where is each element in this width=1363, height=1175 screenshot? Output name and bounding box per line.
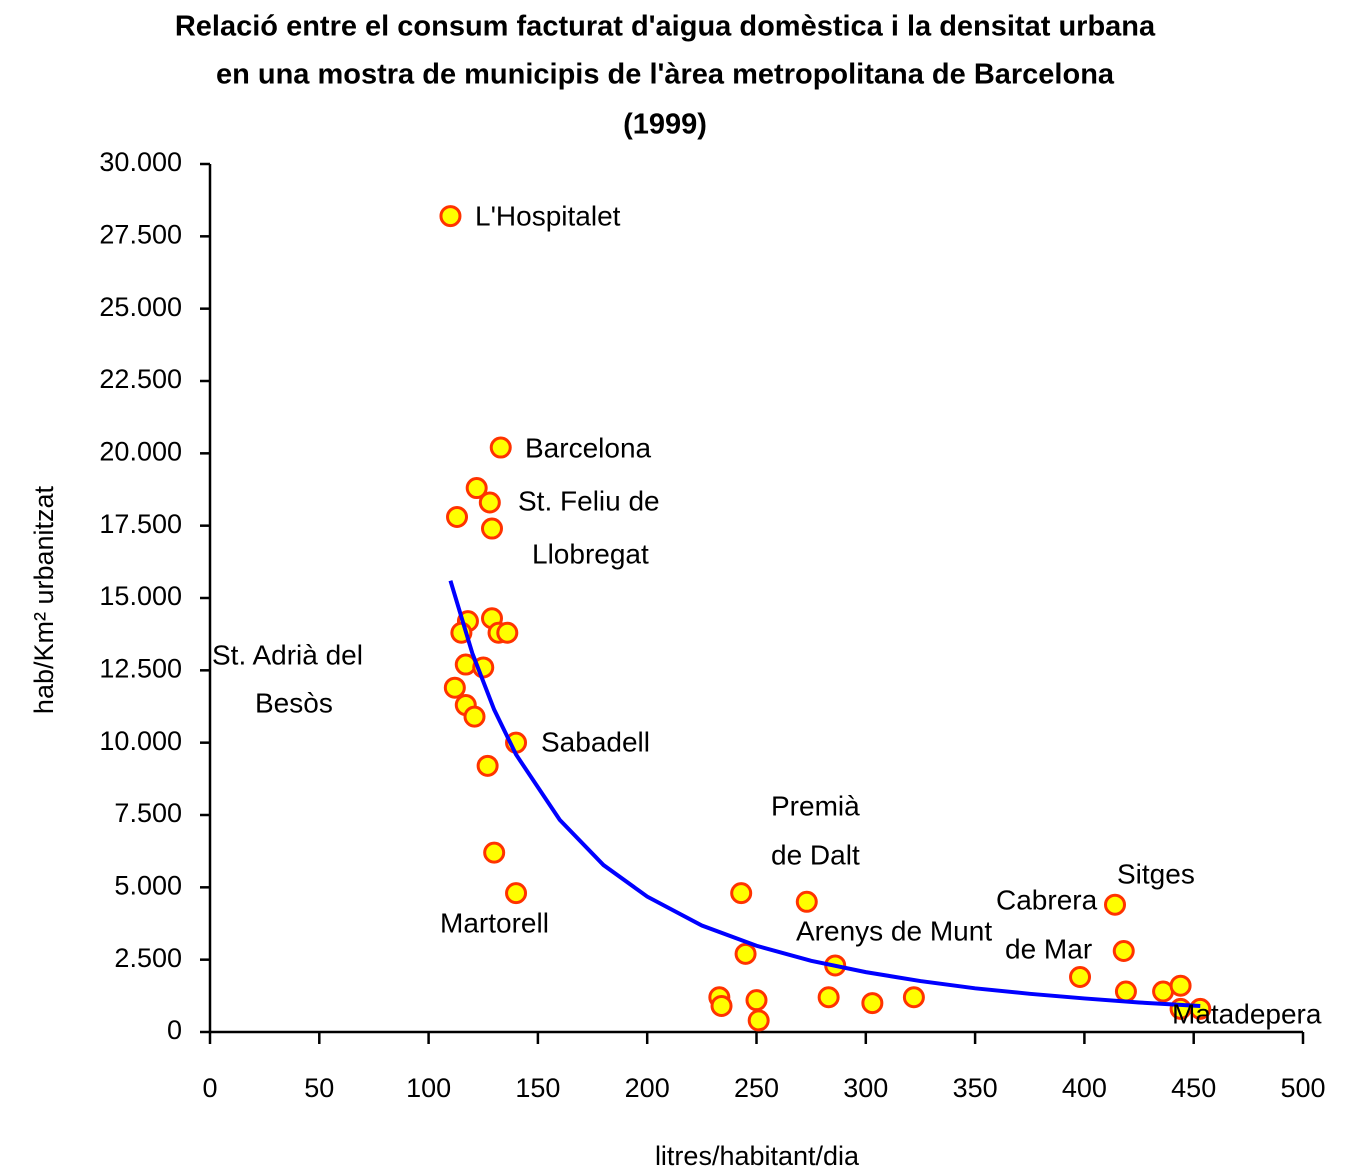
x-tick-label: 300 [843,1073,888,1103]
annotation: St. Adrià del [212,639,363,670]
annotation: Premià [771,790,860,821]
y-tick-label: 22.500 [99,364,182,394]
point [1114,980,1137,1003]
point [861,992,884,1015]
point [483,841,506,864]
x-tick-label: 200 [625,1073,670,1103]
annotation: Arenys de Munt [796,915,992,946]
y-axis-label: hab/Km² urbanitzat [29,485,59,714]
point [734,942,757,965]
point [505,882,528,905]
annotation: de Mar [1005,933,1092,964]
point [476,754,499,777]
y-tick-label: 15.000 [99,581,182,611]
x-tick-label: 250 [734,1073,779,1103]
point [745,989,768,1012]
annotation: Martorell [440,907,549,938]
point [478,491,501,514]
x-axis-label: litres/habitant/dia [655,1141,860,1171]
x-tick-label: 100 [406,1073,451,1103]
x-tick-label: 0 [202,1073,217,1103]
x-tick-label: 450 [1171,1073,1216,1103]
chart-title: (1999) [623,109,707,141]
y-tick-label: 20.000 [99,436,182,466]
annotation: L'Hospitalet [475,200,621,231]
y-tick-label: 30.000 [99,147,182,177]
x-tick-label: 350 [953,1073,998,1103]
annotation: de Dalt [771,839,860,870]
annotation: St. Feliu de [518,485,660,516]
point [439,205,462,228]
y-tick-label: 17.500 [99,509,182,539]
x-tick-label: 400 [1062,1073,1107,1103]
y-tick-label: 5.000 [114,870,182,900]
point [1104,893,1127,916]
point [465,477,488,500]
y-tick-label: 2.500 [114,943,182,973]
annotation: Cabrera [996,884,1098,915]
y-tick-label: 10.000 [99,726,182,756]
point [489,436,512,459]
annotation: Llobregat [532,538,649,569]
annotation: Barcelona [525,432,652,463]
annotation: Matadepera [1172,998,1322,1029]
point [817,986,840,1009]
y-tick-label: 0 [167,1015,182,1045]
point [1069,966,1092,989]
y-tick-label: 27.500 [99,219,182,249]
annotation: Besòs [255,687,333,718]
point [480,517,503,540]
y-tick-label: 7.500 [114,798,182,828]
point [463,705,486,728]
point [730,882,753,905]
point [496,621,519,644]
chart-title: en una mostra de municipis de l'àrea met… [216,59,1115,91]
point [1112,939,1135,962]
point [1169,974,1192,997]
x-tick-label: 50 [304,1073,334,1103]
point [710,994,733,1017]
chart-title: Relació entre el consum facturat d'aigua… [175,11,1156,43]
annotation: Sabadell [541,726,650,757]
point [747,1009,770,1032]
y-tick-label: 25.000 [99,292,182,322]
x-tick-label: 500 [1280,1073,1325,1103]
point [795,890,818,913]
y-tick-label: 12.500 [99,653,182,683]
trendline [448,580,1201,1008]
x-tick-label: 150 [515,1073,560,1103]
point [446,505,469,528]
annotation: Sitges [1117,858,1195,889]
point [902,986,925,1009]
point [443,676,466,699]
